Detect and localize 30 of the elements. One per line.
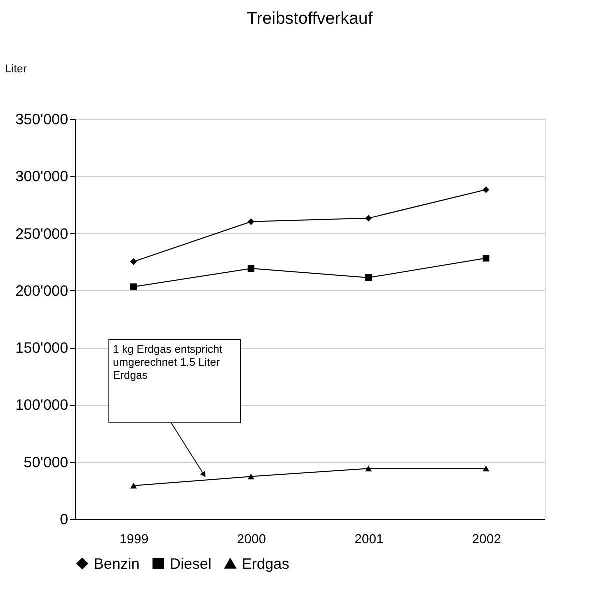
y-tick-label: 250'000 (16, 226, 68, 243)
point (365, 466, 372, 472)
point (365, 274, 372, 282)
point (482, 466, 490, 472)
legend-label: Benzin (94, 556, 140, 573)
annotation: 1 kg Erdgas entspricht umgerechnet 1,5 Liter Erdgas (113, 344, 223, 382)
y-tick-label: 150'000 (16, 340, 68, 358)
x-tick-label: 1999 (120, 532, 149, 546)
point (248, 218, 255, 226)
point (482, 186, 490, 194)
legend-label: Diesel (170, 556, 212, 573)
chart-title: Treibstoffverkauf (247, 9, 374, 28)
y-tick-label: 50'000 (24, 454, 68, 472)
point (130, 258, 138, 266)
x-tick-label: 2001 (354, 532, 384, 546)
y-tick-label: 350'000 (16, 112, 68, 128)
y-tick-label: 0 (60, 512, 68, 528)
point (482, 255, 490, 262)
y-tick-label: 200'000 (16, 282, 68, 300)
y-tick-label: 300'000 (16, 168, 68, 186)
x-tick-label: 2000 (237, 532, 266, 546)
point (130, 284, 138, 290)
point (248, 474, 255, 480)
x-tick-label: 2002 (472, 532, 502, 546)
y-tick-label: 100'000 (16, 397, 68, 414)
point (130, 482, 138, 489)
y-axis-title: Liter (6, 64, 28, 76)
legend-label: Erdgas (242, 556, 290, 573)
point (248, 265, 255, 272)
point (365, 215, 372, 222)
